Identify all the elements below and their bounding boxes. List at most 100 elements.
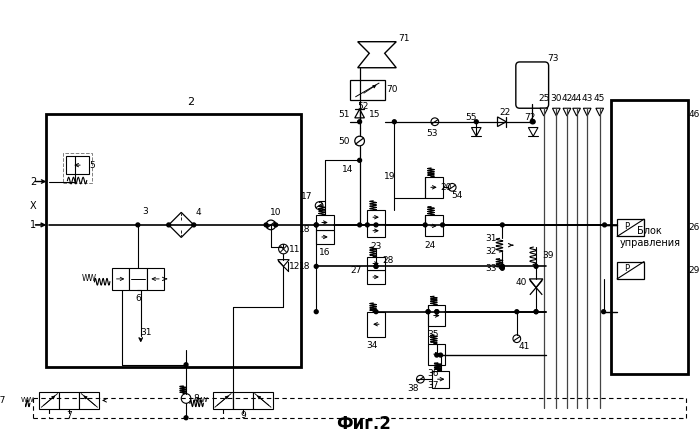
Text: 46: 46 (689, 109, 700, 118)
Text: 33: 33 (485, 264, 496, 273)
Text: 22: 22 (500, 108, 511, 117)
Bar (617, 262, 644, 279)
Text: 31: 31 (141, 328, 153, 337)
Polygon shape (528, 128, 538, 136)
Text: P: P (624, 222, 629, 231)
Circle shape (184, 363, 188, 367)
Text: 18: 18 (299, 262, 310, 271)
Bar (60, 392, 79, 409)
Text: 30: 30 (551, 94, 562, 103)
Text: Блок
управления: Блок управления (620, 226, 680, 248)
Text: 37: 37 (427, 381, 439, 390)
Text: 14: 14 (342, 166, 354, 174)
Circle shape (192, 223, 196, 227)
Bar (130, 268, 146, 290)
Circle shape (531, 120, 534, 124)
Text: 45: 45 (594, 94, 606, 103)
Bar (368, 210, 385, 224)
Circle shape (184, 416, 188, 420)
Circle shape (181, 394, 191, 403)
Text: 4: 4 (196, 208, 202, 217)
Polygon shape (169, 212, 194, 238)
Circle shape (167, 223, 171, 227)
Text: 6: 6 (135, 294, 141, 303)
Text: 23: 23 (370, 242, 382, 251)
Bar (79, 392, 99, 409)
Bar (66, 157, 89, 174)
Text: 43: 43 (582, 94, 593, 103)
Circle shape (531, 120, 535, 124)
Circle shape (374, 264, 378, 268)
Circle shape (279, 244, 288, 254)
Bar (611, 100, 688, 374)
Bar (432, 371, 449, 388)
Bar (425, 215, 442, 236)
Circle shape (534, 310, 538, 314)
Bar (316, 215, 334, 230)
Polygon shape (540, 108, 547, 116)
Polygon shape (583, 108, 591, 116)
Circle shape (426, 310, 430, 314)
Text: 10: 10 (270, 208, 281, 217)
Circle shape (365, 223, 370, 227)
Bar (46, 114, 301, 367)
Bar (146, 268, 164, 290)
Circle shape (358, 158, 361, 162)
Text: 18: 18 (299, 225, 310, 234)
Text: 2: 2 (30, 177, 36, 186)
Text: 41: 41 (519, 342, 530, 351)
Polygon shape (278, 259, 289, 267)
Text: 52: 52 (357, 102, 368, 111)
Circle shape (314, 264, 318, 268)
Circle shape (435, 353, 439, 357)
Circle shape (136, 223, 140, 227)
Text: 5: 5 (90, 161, 95, 170)
Text: 54: 54 (452, 191, 463, 201)
Text: 7: 7 (66, 411, 72, 421)
FancyBboxPatch shape (516, 62, 549, 108)
Text: Фиг.2: Фиг.2 (336, 415, 391, 433)
Text: X: X (30, 201, 36, 210)
Circle shape (374, 310, 378, 314)
Circle shape (500, 267, 504, 270)
Bar (350, 80, 385, 100)
Circle shape (314, 223, 318, 227)
Bar (316, 230, 334, 244)
Polygon shape (498, 117, 506, 126)
Circle shape (603, 223, 606, 227)
Circle shape (266, 220, 276, 230)
Text: 32: 32 (485, 247, 496, 256)
Polygon shape (552, 108, 560, 116)
Text: WW: WW (82, 275, 97, 283)
Text: 9: 9 (240, 411, 246, 421)
Circle shape (513, 335, 521, 343)
Circle shape (475, 120, 478, 124)
Circle shape (601, 310, 606, 314)
Circle shape (393, 120, 396, 124)
Text: 44: 44 (571, 94, 582, 103)
Text: 19: 19 (384, 172, 395, 181)
Text: 20: 20 (441, 183, 452, 192)
Text: WW: WW (195, 397, 209, 404)
Circle shape (264, 223, 268, 227)
Circle shape (500, 223, 504, 227)
Circle shape (314, 310, 318, 314)
Text: 27: 27 (0, 396, 6, 405)
Text: 8: 8 (194, 394, 199, 403)
Text: 53: 53 (426, 129, 438, 138)
Circle shape (416, 375, 424, 383)
Polygon shape (563, 108, 570, 116)
Text: 28: 28 (382, 256, 393, 265)
Text: 11: 11 (289, 244, 301, 254)
Circle shape (534, 264, 538, 268)
Text: 3: 3 (143, 207, 148, 216)
Circle shape (431, 118, 439, 125)
Text: 16: 16 (319, 248, 330, 257)
Circle shape (439, 353, 442, 357)
Text: 35: 35 (427, 330, 439, 340)
Text: 31: 31 (485, 234, 496, 243)
Polygon shape (573, 108, 580, 116)
Circle shape (500, 264, 504, 268)
Polygon shape (358, 42, 396, 68)
Text: 40: 40 (516, 278, 527, 287)
